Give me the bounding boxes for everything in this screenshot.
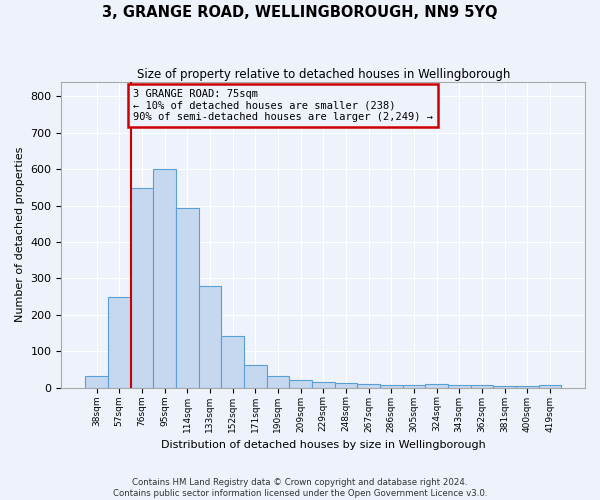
Bar [108, 298, 131, 388]
Bar [199, 286, 221, 388]
X-axis label: Distribution of detached houses by size in Wellingborough: Distribution of detached houses by size … [161, 440, 485, 450]
Text: 3 GRANGE ROAD: 75sqm
← 10% of detached houses are smaller (238)
90% of semi-deta: 3 GRANGE ROAD: 75sqm ← 10% of detached h… [133, 89, 433, 122]
Bar [493, 386, 516, 388]
Bar [85, 376, 108, 388]
Bar [448, 385, 470, 388]
Bar [357, 384, 380, 388]
Bar [312, 382, 335, 388]
Bar [153, 168, 176, 388]
Bar [335, 383, 357, 388]
Bar [470, 385, 493, 388]
Title: Size of property relative to detached houses in Wellingborough: Size of property relative to detached ho… [137, 68, 510, 80]
Y-axis label: Number of detached properties: Number of detached properties [15, 147, 25, 322]
Bar [516, 386, 539, 388]
Bar [176, 208, 199, 388]
Bar [131, 188, 153, 388]
Bar [403, 385, 425, 388]
Bar [539, 385, 561, 388]
Bar [289, 380, 312, 388]
Bar [425, 384, 448, 388]
Bar [244, 365, 266, 388]
Bar [380, 385, 403, 388]
Bar [221, 336, 244, 388]
Text: Contains HM Land Registry data © Crown copyright and database right 2024.
Contai: Contains HM Land Registry data © Crown c… [113, 478, 487, 498]
Text: 3, GRANGE ROAD, WELLINGBOROUGH, NN9 5YQ: 3, GRANGE ROAD, WELLINGBOROUGH, NN9 5YQ [102, 5, 498, 20]
Bar [266, 376, 289, 388]
